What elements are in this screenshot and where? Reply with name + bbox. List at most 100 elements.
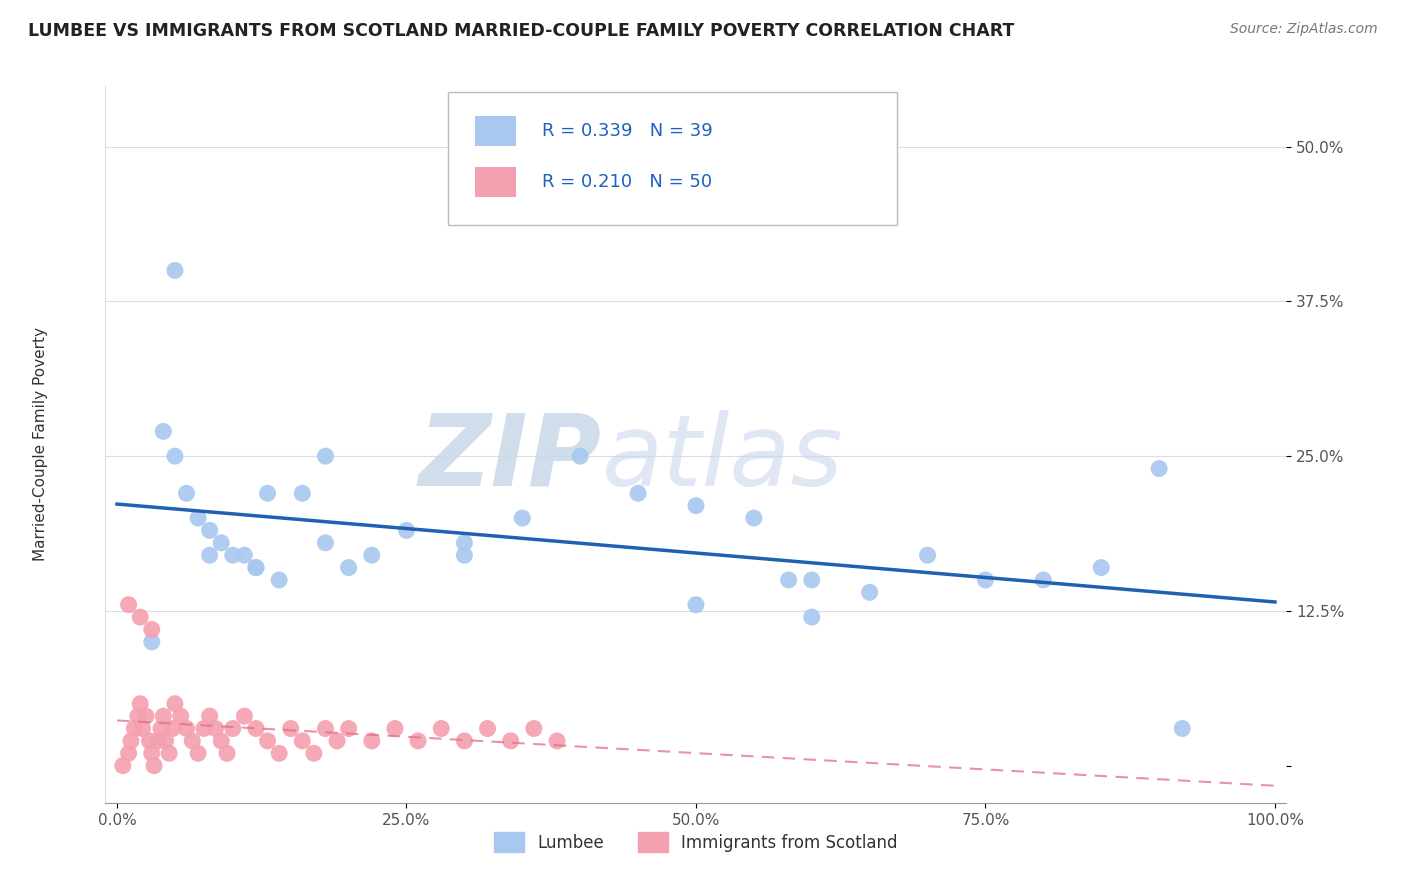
Text: atlas: atlas <box>602 409 844 507</box>
Point <box>215 746 238 760</box>
Point <box>141 746 163 760</box>
Point <box>141 635 163 649</box>
Point <box>859 585 882 599</box>
FancyBboxPatch shape <box>475 167 516 197</box>
Point <box>198 548 221 562</box>
Point <box>209 734 232 748</box>
Legend: Lumbee, Immigrants from Scotland: Lumbee, Immigrants from Scotland <box>488 825 904 859</box>
Point <box>1032 573 1054 587</box>
Point <box>430 722 453 736</box>
Point <box>778 573 800 587</box>
Point <box>209 536 232 550</box>
Point <box>1090 560 1112 574</box>
Point <box>269 573 291 587</box>
Point <box>163 449 186 463</box>
Point <box>1147 461 1170 475</box>
Point <box>198 524 221 538</box>
Point <box>176 722 198 736</box>
Point <box>222 548 245 562</box>
Point <box>152 425 174 439</box>
Point <box>131 722 153 736</box>
Point <box>337 560 360 574</box>
Point <box>546 734 568 748</box>
Text: R = 0.339   N = 39: R = 0.339 N = 39 <box>543 122 713 140</box>
Point <box>157 746 180 760</box>
Text: Source: ZipAtlas.com: Source: ZipAtlas.com <box>1230 22 1378 37</box>
Text: LUMBEE VS IMMIGRANTS FROM SCOTLAND MARRIED-COUPLE FAMILY POVERTY CORRELATION CHA: LUMBEE VS IMMIGRANTS FROM SCOTLAND MARRI… <box>28 22 1015 40</box>
Point <box>269 746 291 760</box>
Point <box>453 536 475 550</box>
Point <box>800 573 823 587</box>
Point <box>111 758 134 772</box>
Point <box>800 610 823 624</box>
Point <box>162 722 184 736</box>
Point <box>117 598 139 612</box>
Point <box>742 511 765 525</box>
Point <box>187 511 209 525</box>
Point <box>314 449 336 463</box>
Point <box>146 734 169 748</box>
Point <box>124 722 146 736</box>
Point <box>141 623 163 637</box>
Point <box>256 734 278 748</box>
Point <box>685 499 707 513</box>
Point <box>135 709 157 723</box>
Point <box>143 758 166 772</box>
FancyBboxPatch shape <box>475 116 516 146</box>
Point <box>477 722 499 736</box>
Point <box>233 709 256 723</box>
Point <box>360 548 382 562</box>
Point <box>245 722 267 736</box>
Point <box>176 486 198 500</box>
Point <box>150 722 173 736</box>
Point <box>569 449 592 463</box>
Point <box>170 709 193 723</box>
Point <box>395 524 418 538</box>
Point <box>326 734 349 748</box>
Point <box>193 722 215 736</box>
Point <box>163 263 186 277</box>
Point <box>129 610 152 624</box>
Point <box>314 722 336 736</box>
Point <box>129 697 152 711</box>
Point <box>384 722 406 736</box>
Point <box>499 734 522 748</box>
Point <box>120 734 142 748</box>
Point <box>314 536 336 550</box>
Point <box>245 560 267 574</box>
Point <box>181 734 204 748</box>
Point <box>406 734 429 748</box>
Point <box>222 722 245 736</box>
Point <box>291 734 314 748</box>
Point <box>685 598 707 612</box>
Point <box>917 548 939 562</box>
Point <box>233 548 256 562</box>
Point <box>360 734 382 748</box>
Point <box>453 548 475 562</box>
Point <box>510 511 533 525</box>
Point <box>523 722 546 736</box>
Point <box>155 734 177 748</box>
Point <box>138 734 160 748</box>
Point <box>198 709 221 723</box>
Text: ZIP: ZIP <box>419 409 602 507</box>
Point <box>152 709 174 723</box>
FancyBboxPatch shape <box>449 92 897 225</box>
Point <box>204 722 226 736</box>
Point <box>627 486 650 500</box>
Text: Married-Couple Family Poverty: Married-Couple Family Poverty <box>32 326 48 561</box>
Point <box>302 746 325 760</box>
Point <box>127 709 149 723</box>
Point <box>1171 722 1194 736</box>
Text: R = 0.210   N = 50: R = 0.210 N = 50 <box>543 173 713 191</box>
Point <box>291 486 314 500</box>
Point <box>280 722 302 736</box>
Point <box>337 722 360 736</box>
Point <box>187 746 209 760</box>
Point <box>974 573 997 587</box>
Point <box>245 560 267 574</box>
Point <box>117 746 139 760</box>
Point <box>163 697 186 711</box>
Point <box>256 486 278 500</box>
Point <box>453 734 475 748</box>
